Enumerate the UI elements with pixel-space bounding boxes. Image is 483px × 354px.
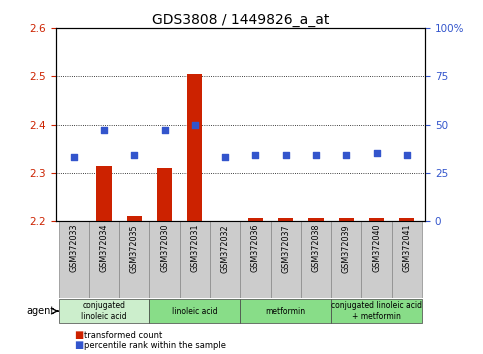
Bar: [331, 299, 422, 323]
Bar: [369, 218, 384, 221]
Point: [282, 153, 290, 158]
Text: GSM372041: GSM372041: [402, 224, 412, 273]
Bar: [278, 218, 293, 221]
Bar: [157, 168, 172, 221]
Bar: [58, 299, 149, 323]
Bar: [331, 221, 361, 298]
Text: GSM372036: GSM372036: [251, 224, 260, 273]
Text: GSM372035: GSM372035: [130, 224, 139, 273]
Bar: [187, 74, 202, 221]
Bar: [248, 218, 263, 221]
Text: conjugated
linoleic acid: conjugated linoleic acid: [81, 301, 127, 321]
Bar: [97, 166, 112, 221]
Point: [161, 127, 169, 133]
Bar: [180, 221, 210, 298]
Text: GSM372039: GSM372039: [342, 224, 351, 273]
Point: [130, 153, 138, 158]
Text: transformed count: transformed count: [85, 331, 163, 340]
Bar: [270, 221, 301, 298]
Text: linoleic acid: linoleic acid: [172, 307, 218, 315]
Bar: [149, 221, 180, 298]
Text: GSM372040: GSM372040: [372, 224, 381, 273]
Bar: [241, 299, 331, 323]
Point: [403, 153, 411, 158]
Bar: [210, 221, 241, 298]
Title: GDS3808 / 1449826_a_at: GDS3808 / 1449826_a_at: [152, 13, 329, 27]
Text: GSM372033: GSM372033: [69, 224, 78, 273]
Point: [100, 127, 108, 133]
Text: GSM372031: GSM372031: [190, 224, 199, 273]
Text: GSM372030: GSM372030: [160, 224, 169, 273]
Point: [373, 151, 381, 156]
Bar: [301, 221, 331, 298]
Bar: [127, 216, 142, 221]
Bar: [309, 218, 324, 221]
Bar: [241, 221, 270, 298]
Text: GSM372037: GSM372037: [281, 224, 290, 273]
Point: [191, 122, 199, 127]
Point: [221, 154, 229, 160]
Bar: [58, 221, 89, 298]
Point: [312, 153, 320, 158]
Text: ■: ■: [74, 330, 83, 340]
Text: ■: ■: [74, 340, 83, 350]
Text: conjugated linoleic acid
+ metformin: conjugated linoleic acid + metformin: [331, 301, 422, 321]
Bar: [119, 221, 149, 298]
Text: GSM372034: GSM372034: [99, 224, 109, 273]
Point: [70, 154, 78, 160]
Point: [342, 153, 350, 158]
Text: metformin: metformin: [266, 307, 306, 315]
Text: GSM372032: GSM372032: [221, 224, 229, 273]
Bar: [149, 299, 241, 323]
Text: GSM372038: GSM372038: [312, 224, 321, 273]
Text: percentile rank within the sample: percentile rank within the sample: [85, 341, 227, 350]
Bar: [399, 218, 414, 221]
Point: [252, 153, 259, 158]
Text: agent: agent: [27, 306, 55, 316]
Bar: [392, 221, 422, 298]
Bar: [89, 221, 119, 298]
Bar: [361, 221, 392, 298]
Bar: [339, 218, 354, 221]
